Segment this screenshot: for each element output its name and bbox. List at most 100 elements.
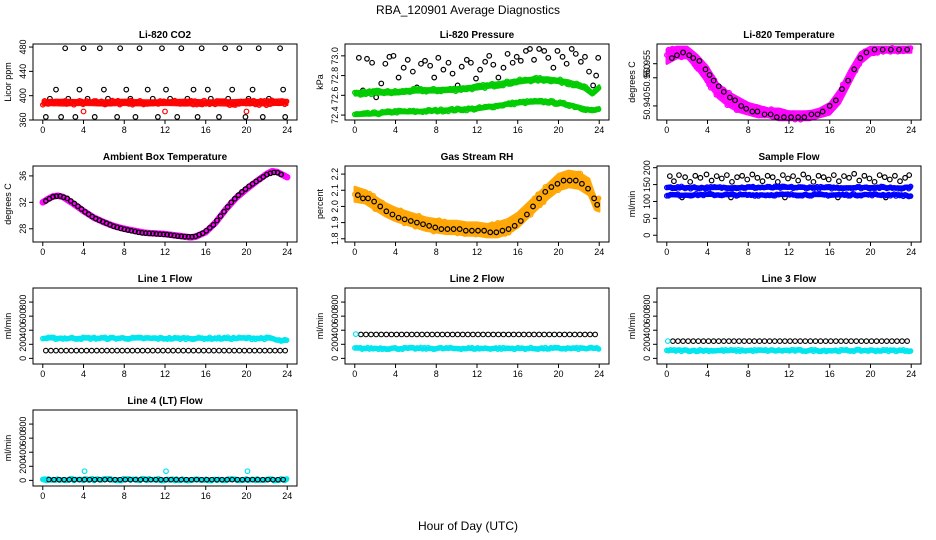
data-point bbox=[78, 206, 85, 212]
x-tick-label: 24 bbox=[282, 125, 292, 135]
band-point bbox=[274, 100, 281, 107]
band-point bbox=[795, 184, 802, 190]
x-tick-label: 16 bbox=[825, 125, 835, 135]
band-point bbox=[669, 191, 676, 198]
data-point bbox=[477, 66, 483, 73]
x-tick-label: 4 bbox=[393, 369, 398, 379]
x-tick-label: 16 bbox=[513, 125, 523, 135]
panel-frame bbox=[32, 409, 298, 487]
data-point bbox=[246, 347, 253, 354]
data-point bbox=[487, 229, 494, 236]
y-tick-label: 800 bbox=[18, 417, 28, 432]
x-tick-label: 24 bbox=[594, 125, 604, 135]
data-point bbox=[244, 468, 251, 475]
data-point bbox=[104, 347, 110, 354]
data-point bbox=[470, 331, 476, 338]
data-point bbox=[815, 172, 822, 179]
band-point bbox=[454, 345, 461, 352]
panel-series bbox=[39, 334, 290, 354]
data-point bbox=[449, 70, 456, 77]
data-point bbox=[687, 178, 694, 185]
data-point bbox=[435, 54, 442, 61]
data-point bbox=[463, 56, 470, 63]
panel-series bbox=[39, 168, 291, 241]
data-point bbox=[174, 233, 181, 239]
data-point bbox=[365, 195, 371, 202]
data-point bbox=[210, 222, 217, 228]
data-point bbox=[449, 331, 456, 338]
data-point bbox=[718, 175, 725, 182]
x-tick-label: 0 bbox=[40, 491, 45, 501]
data-point bbox=[826, 103, 833, 109]
data-point bbox=[464, 331, 471, 338]
panel-ylabel: ml/min bbox=[3, 435, 13, 462]
data-point bbox=[239, 189, 245, 195]
x-tick-label: 4 bbox=[81, 369, 86, 379]
data-point bbox=[422, 57, 428, 64]
data-point bbox=[395, 214, 402, 221]
data-point bbox=[769, 174, 776, 181]
x-tick-label: 0 bbox=[664, 125, 669, 135]
x-tick-label: 0 bbox=[40, 247, 45, 257]
y-tick-label: 440 bbox=[18, 64, 28, 79]
data-point bbox=[863, 338, 870, 344]
panel-title: Li-820 Pressure bbox=[440, 30, 515, 41]
data-point bbox=[419, 331, 425, 338]
data-point bbox=[174, 114, 181, 120]
data-point bbox=[144, 347, 151, 354]
x-tick-label: 12 bbox=[160, 369, 170, 379]
data-point bbox=[551, 331, 558, 338]
data-point bbox=[686, 52, 693, 59]
y-tick-label: 72.8 bbox=[330, 67, 340, 85]
data-point bbox=[499, 227, 506, 234]
x-tick-label: 0 bbox=[352, 369, 357, 379]
data-point bbox=[378, 331, 385, 338]
data-point bbox=[500, 331, 507, 338]
data-point bbox=[189, 233, 195, 240]
data-point bbox=[434, 331, 441, 338]
data-point bbox=[897, 178, 903, 185]
data-point bbox=[178, 45, 185, 52]
data-point bbox=[848, 338, 854, 344]
data-point bbox=[154, 114, 161, 120]
data-point bbox=[78, 347, 85, 354]
data-point bbox=[132, 114, 139, 120]
band-point bbox=[711, 77, 718, 83]
panel-9: Line 4 (LT) Flow ml/min 0 4 8 12 16 20 24 0 200400… bbox=[3, 396, 298, 501]
data-point bbox=[674, 52, 680, 59]
data-point bbox=[50, 194, 56, 200]
y-tick-label: 0 bbox=[642, 233, 652, 238]
data-point bbox=[682, 174, 689, 181]
data-point bbox=[440, 66, 447, 73]
figure-xlabel: Hour of Day (UTC) bbox=[418, 519, 518, 533]
data-point bbox=[203, 227, 210, 234]
data-point bbox=[771, 338, 778, 344]
data-point bbox=[749, 171, 756, 178]
band-point bbox=[731, 100, 738, 107]
data-point bbox=[88, 347, 95, 354]
data-point bbox=[134, 347, 141, 354]
x-tick-label: 0 bbox=[40, 125, 45, 135]
data-point bbox=[383, 208, 390, 215]
band-point bbox=[162, 99, 169, 105]
y-axis: 360 400 440 480 bbox=[18, 40, 33, 128]
data-point bbox=[524, 211, 530, 218]
panel-title: Line 3 Flow bbox=[762, 274, 817, 285]
data-point bbox=[505, 226, 512, 232]
data-point bbox=[99, 347, 105, 354]
band-point bbox=[584, 177, 591, 183]
y-tick-label: 50 bbox=[642, 213, 652, 223]
data-point bbox=[389, 211, 396, 218]
data-point bbox=[117, 45, 124, 52]
data-point bbox=[235, 192, 242, 199]
band-point bbox=[370, 192, 376, 199]
band-point bbox=[283, 337, 290, 343]
data-point bbox=[808, 111, 815, 118]
data-point bbox=[696, 57, 703, 64]
data-point bbox=[261, 347, 268, 354]
data-point bbox=[480, 331, 486, 338]
band-point bbox=[573, 182, 580, 189]
data-point bbox=[886, 176, 893, 183]
data-point bbox=[577, 58, 584, 65]
